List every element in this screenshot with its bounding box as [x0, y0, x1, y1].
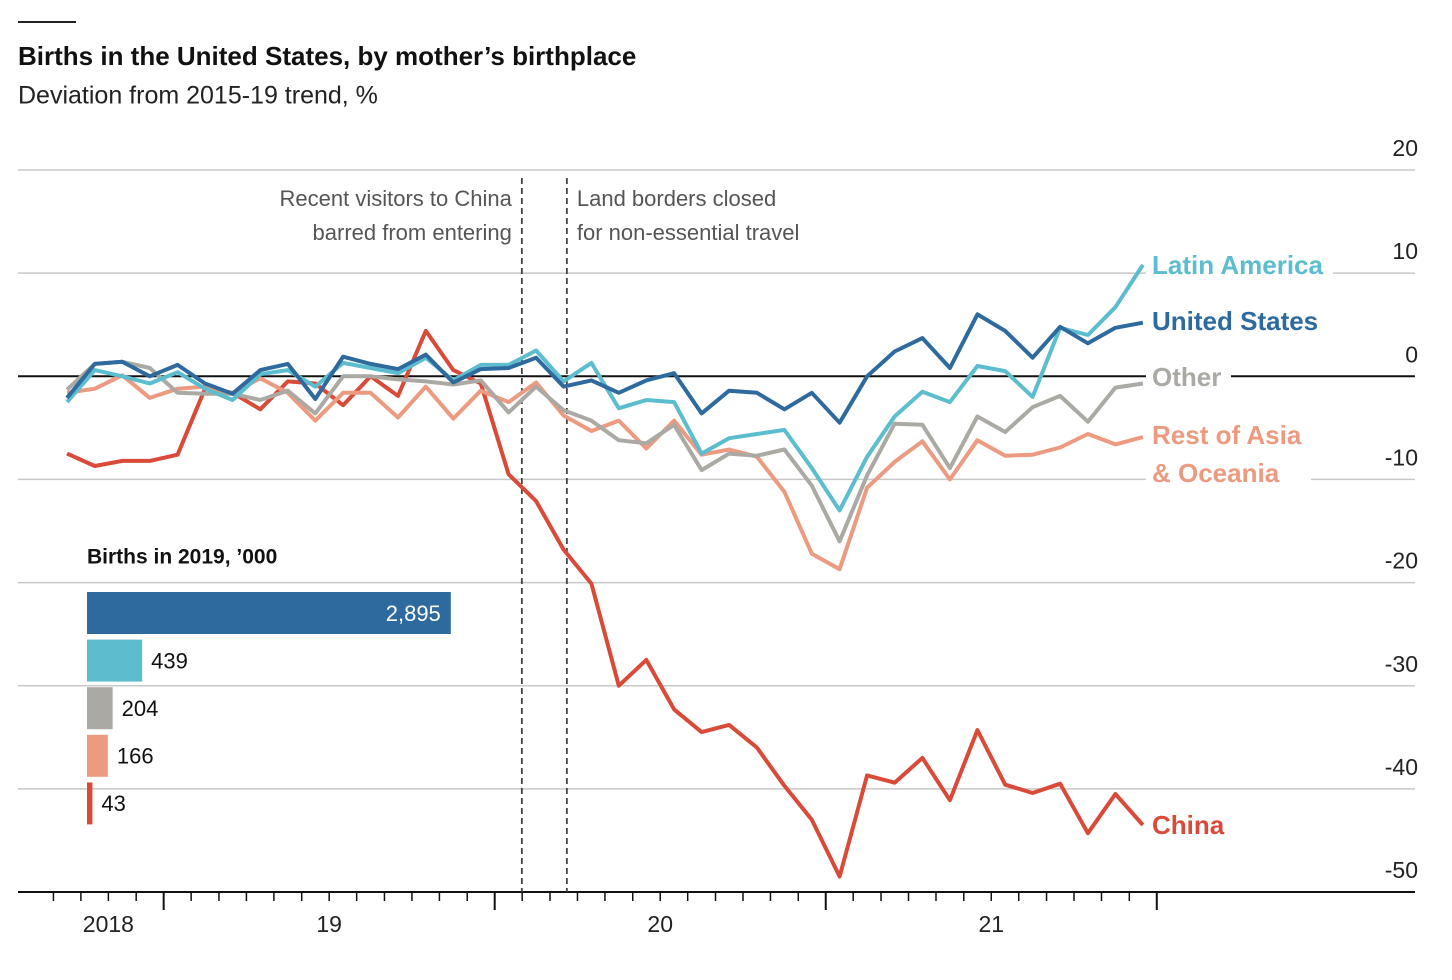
- value-label: 43: [101, 791, 125, 816]
- legend-label: Other: [1146, 358, 1232, 396]
- y-tick-label: -10: [1385, 445, 1418, 471]
- value-label: 439: [151, 648, 188, 673]
- series-line: [66, 328, 1145, 879]
- legend-label: China: [1146, 806, 1235, 844]
- bar: [87, 687, 113, 730]
- y-tick-label: -40: [1385, 754, 1418, 780]
- y-tick-label: -20: [1385, 548, 1418, 574]
- value-label: 2,895: [386, 601, 441, 626]
- bar: [87, 592, 451, 634]
- bar: [87, 639, 143, 682]
- value-label: 166: [117, 744, 154, 769]
- chart-subtitle: Deviation from 2015-19 trend, %: [18, 82, 378, 110]
- annotation: Land borders closed for non-essential tr…: [576, 186, 800, 245]
- y-tick-label: 10: [1392, 238, 1418, 264]
- x-tick-label: 20: [647, 911, 673, 937]
- legend-label: United States: [1146, 302, 1329, 340]
- y-tick-label: -50: [1385, 857, 1418, 883]
- series-line: [66, 373, 1144, 572]
- series-line: [65, 359, 1144, 544]
- x-tick-label: 19: [316, 911, 342, 937]
- x-tick-label: 2018: [83, 911, 134, 937]
- annotation: Recent visitors to China barred from ent…: [279, 186, 512, 245]
- y-tick-label: -30: [1385, 651, 1418, 677]
- y-tick-label: 20: [1392, 135, 1418, 161]
- y-tick-label: 0: [1405, 341, 1418, 367]
- legend-label: Latin America: [1146, 246, 1333, 284]
- series-line: [65, 312, 1144, 425]
- inset-title: Births in 2019, ’000: [87, 546, 277, 569]
- bar: [87, 734, 108, 777]
- legend-label: Rest of Asia & Oceania: [1146, 416, 1312, 492]
- chart-title: Births in the United States, by mother’s…: [18, 41, 636, 71]
- value-label: 204: [122, 696, 159, 721]
- bar: [87, 782, 93, 825]
- x-tick-label: 21: [978, 911, 1004, 937]
